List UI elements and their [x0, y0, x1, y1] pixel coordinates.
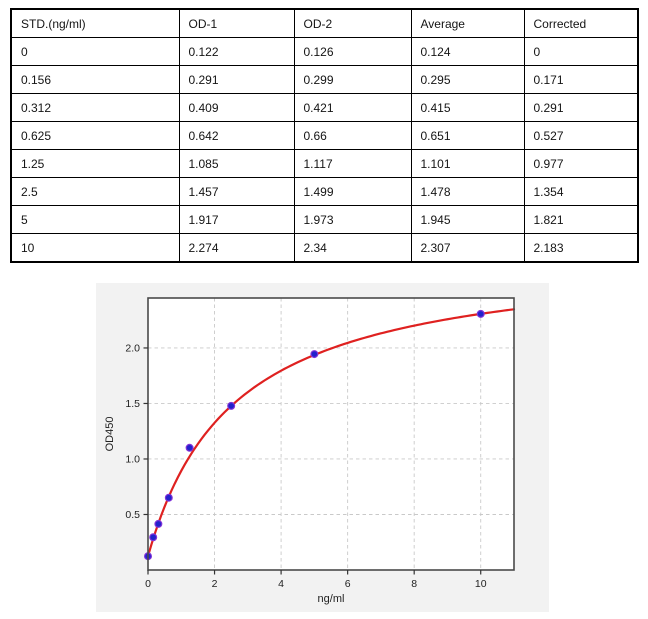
x-axis-label: ng/ml: [318, 593, 345, 605]
data-point: [185, 443, 194, 452]
table-cell: 2.183: [523, 233, 639, 263]
table-cell: 0.527: [523, 121, 639, 150]
fit-curve: [146, 308, 516, 558]
table-cell: 1.973: [293, 205, 412, 234]
table-cell: 1.821: [523, 205, 639, 234]
table-cell: 1.354: [523, 177, 639, 206]
table-cell: 1.917: [178, 205, 295, 234]
data-point: [164, 493, 173, 502]
table-cell: 0.122: [178, 37, 295, 66]
table-cell: 1.085: [178, 149, 295, 178]
table-cell: 2.307: [410, 233, 525, 263]
table-cell: 0.291: [523, 93, 639, 122]
y-tick-label: 1.5: [125, 398, 140, 410]
data-point: [154, 519, 163, 528]
y-tick-label: 0.5: [125, 509, 140, 521]
table-cell: 2.5: [10, 177, 180, 206]
y-tick-label: 2.0: [125, 342, 140, 354]
x-tick-label: 4: [278, 578, 284, 590]
table-cell: 2.34: [293, 233, 412, 263]
table-cell: 5: [10, 205, 180, 234]
table-cell: 0.312: [10, 93, 180, 122]
table-cell: 10: [10, 233, 180, 263]
table-cell: 0: [10, 37, 180, 66]
column-header: OD-1: [178, 8, 295, 38]
table-cell: 1.25: [10, 149, 180, 178]
y-tick-label: 1.0: [125, 453, 140, 465]
table-cell: 1.945: [410, 205, 525, 234]
table-cell: 1.117: [293, 149, 412, 178]
column-header: Average: [410, 8, 525, 38]
table-cell: 1.478: [410, 177, 525, 206]
column-header: OD-2: [293, 8, 412, 38]
plot-area: [148, 298, 514, 570]
table-row: 0.625 0.642 0.66 0.651 0.527: [10, 121, 639, 150]
data-point: [227, 401, 236, 410]
table-row: 0.156 0.291 0.299 0.295 0.171: [10, 65, 639, 94]
table-cell: 0.66: [293, 121, 412, 150]
standards-table: STD.(ng/ml) OD-1 OD-2 Average Corrected 0 0.1…: [10, 8, 639, 263]
table-cell: 0.299: [293, 65, 412, 94]
table-cell: 0.291: [178, 65, 295, 94]
table-cell: 1.457: [178, 177, 295, 206]
table-cell: 0.156: [10, 65, 180, 94]
data-point: [476, 309, 485, 318]
x-tick-label: 10: [475, 578, 487, 590]
table-cell: 0.977: [523, 149, 639, 178]
table-cell: 0.642: [178, 121, 295, 150]
table-cell: 0.651: [410, 121, 525, 150]
table-row: 1.25 1.085 1.117 1.101 0.977: [10, 149, 639, 178]
table-body: 0 0.122 0.126 0.124 0 0.156 0.291 0.299 0.295 0.1…: [10, 37, 639, 263]
table-header-row: STD.(ng/ml) OD-1 OD-2 Average Corrected: [10, 8, 639, 38]
table-cell: 1.101: [410, 149, 525, 178]
standard-curve-chart: 0 2 4 6 8 10 0.5 1.0 1.5 2.0 ng/ml OD450: [104, 297, 516, 605]
table-cell: 0.171: [523, 65, 639, 94]
x-tick-label: 2: [212, 578, 218, 590]
column-header: Corrected: [523, 8, 639, 38]
data-point: [149, 533, 158, 542]
data-point: [310, 350, 319, 359]
table-row: 5 1.917 1.973 1.945 1.821: [10, 205, 639, 234]
x-tick-label: 0: [145, 578, 151, 590]
plot-border: [147, 297, 515, 571]
table-row: 0 0.122 0.126 0.124 0: [10, 37, 639, 66]
column-header: STD.(ng/ml): [10, 8, 180, 38]
table-cell: 0: [523, 37, 639, 66]
x-tick-label: 6: [345, 578, 351, 590]
table-cell: 0.625: [10, 121, 180, 150]
table-row: 0.312 0.409 0.421 0.415 0.291: [10, 93, 639, 122]
standard-curve-figure: 0 2 4 6 8 10 0.5 1.0 1.5 2.0 ng/ml OD450: [96, 283, 549, 612]
table-cell: 2.274: [178, 233, 295, 263]
table-cell: 0.126: [293, 37, 412, 66]
table-row: 2.5 1.457 1.499 1.478 1.354: [10, 177, 639, 206]
table-cell: 0.409: [178, 93, 295, 122]
table-cell: 0.421: [293, 93, 412, 122]
table-cell: 0.415: [410, 93, 525, 122]
y-axis-label: OD450: [104, 417, 116, 452]
table-cell: 0.124: [410, 37, 525, 66]
x-tick-label: 8: [411, 578, 417, 590]
table-cell: 1.499: [293, 177, 412, 206]
table-row: 10 2.274 2.34 2.307 2.183: [10, 233, 639, 263]
table-cell: 0.295: [410, 65, 525, 94]
